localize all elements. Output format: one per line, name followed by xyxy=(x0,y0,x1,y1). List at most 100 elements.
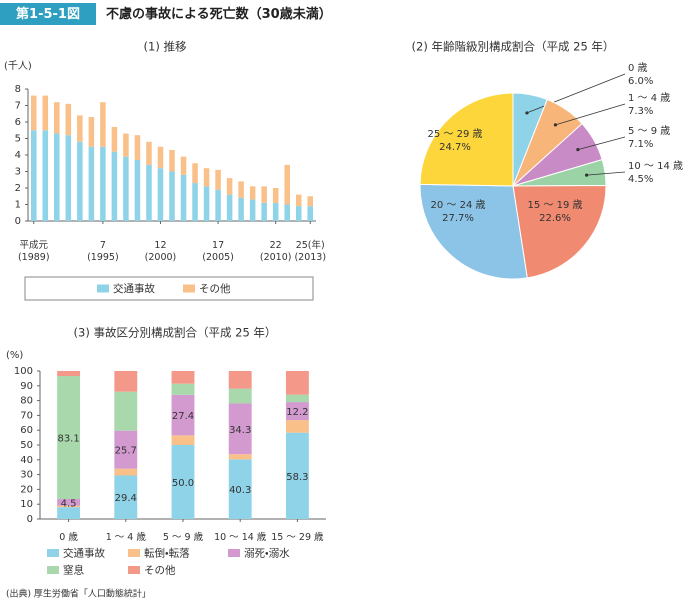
leader-line xyxy=(555,103,626,126)
bar-segment xyxy=(228,388,252,404)
data-label: 50.0 xyxy=(172,478,194,489)
y-tick-label: 8 xyxy=(15,84,21,95)
bar-segment xyxy=(88,146,95,221)
slice-label: 1 ～ 4 歳 xyxy=(628,92,670,104)
chart-title: (3) 事故区分別構成割合（平成 25 年） xyxy=(74,326,277,340)
bar-segment xyxy=(228,371,252,389)
bar-segment xyxy=(88,117,95,147)
y-tick-label: 4 xyxy=(15,150,21,161)
data-label: 83.1 xyxy=(57,434,79,445)
bar-segment xyxy=(284,204,290,221)
bar-segment xyxy=(215,189,221,221)
leader-dot xyxy=(553,123,558,127)
legend-swatch xyxy=(228,549,240,557)
y-tick-label: 100 xyxy=(14,366,33,377)
bar-segment xyxy=(307,196,314,207)
bar-segment xyxy=(57,505,81,508)
bar-segment xyxy=(157,168,164,221)
slice-value: 27.7% xyxy=(442,213,474,224)
bar-segment xyxy=(54,133,60,221)
bar-segment xyxy=(261,202,267,221)
bar-segment xyxy=(146,164,152,221)
bar-segment xyxy=(57,376,81,500)
bar-segment xyxy=(100,146,106,221)
data-label: 58.3 xyxy=(286,472,308,483)
bar-segment xyxy=(215,169,221,190)
bar-segment xyxy=(65,135,72,221)
y-tick-label: 3 xyxy=(15,167,21,178)
bar-segment xyxy=(228,454,252,460)
data-label: 40.3 xyxy=(229,485,251,496)
pie-slice xyxy=(419,183,528,280)
bar-segment xyxy=(295,194,302,207)
bar-segment xyxy=(307,206,314,221)
bar-segment xyxy=(57,499,81,506)
header-badge xyxy=(0,3,96,25)
bar-segment xyxy=(285,432,309,519)
leader-line xyxy=(526,73,626,114)
bar-segment xyxy=(171,371,195,384)
y-tick-label: 0 xyxy=(27,514,33,525)
bar-segment xyxy=(171,435,195,445)
legend-swatch xyxy=(97,284,109,293)
bar-segment xyxy=(169,171,175,221)
y-tick-label: 90 xyxy=(20,381,33,392)
legend-box xyxy=(24,276,314,301)
legend-swatch xyxy=(47,549,59,557)
bar-segment xyxy=(203,168,210,187)
slice-label: 5 ～ 9 歳 xyxy=(628,125,670,137)
x-tick-label: 10 ～ 14 歳 xyxy=(214,532,267,543)
legend-swatch xyxy=(128,549,140,557)
y-tick-label: 7 xyxy=(15,101,21,112)
x-tick-label: 22 (2010) xyxy=(259,240,292,263)
bar-segment xyxy=(285,394,309,403)
pie-slice xyxy=(419,92,514,187)
y-tick-label: 5 xyxy=(15,134,21,145)
bar-segment xyxy=(238,181,244,198)
legend-label: その他 xyxy=(199,282,231,295)
legend-label: 転倒・転落 xyxy=(144,547,190,560)
bar-segment xyxy=(30,95,37,131)
legend-swatch xyxy=(47,566,59,574)
y-tick-label: 2 xyxy=(15,183,21,194)
bar-segment xyxy=(228,403,252,455)
legend-swatch xyxy=(183,284,195,293)
leader-line xyxy=(586,171,626,176)
bar-segment xyxy=(157,146,164,169)
legend-swatch xyxy=(128,566,140,574)
y-tick-label: 60 xyxy=(20,425,33,436)
bar-segment xyxy=(134,159,141,221)
data-label: 29.4 xyxy=(115,493,137,504)
bar-segment xyxy=(226,194,233,221)
bar-segment xyxy=(285,420,309,433)
bar-segment xyxy=(249,186,256,200)
bar-segment xyxy=(203,186,210,221)
slice-label: 15 ～ 19 歳 xyxy=(528,199,583,211)
y-tick-label: 70 xyxy=(20,410,33,421)
bar-segment xyxy=(77,141,83,221)
slice-value: 24.7% xyxy=(439,142,471,153)
bar-segment xyxy=(123,156,129,221)
slice-value: 22.6% xyxy=(539,213,571,224)
x-tick-label: 15 ～ 29 歳 xyxy=(271,532,324,543)
legend-label: 窒息 xyxy=(63,564,84,577)
legend-label: 溺死・溺水 xyxy=(244,548,290,560)
bar-segment xyxy=(30,130,37,221)
bar-segment xyxy=(123,133,129,157)
bar-segment xyxy=(114,468,138,476)
bar-segment xyxy=(285,402,309,421)
bar-segment xyxy=(192,163,198,184)
bar-segment xyxy=(169,150,175,172)
bar-segment xyxy=(272,188,279,203)
x-tick-label: 25(年) (2013) xyxy=(294,240,327,263)
bar-segment xyxy=(114,391,138,431)
bar-segment xyxy=(285,371,309,395)
bar-segment xyxy=(65,103,72,136)
bar-segment xyxy=(295,206,302,221)
bar-segment xyxy=(57,507,81,519)
y-tick-label: 80 xyxy=(20,396,33,407)
bar-segment xyxy=(171,445,195,519)
data-label: 4.5 xyxy=(61,498,77,509)
